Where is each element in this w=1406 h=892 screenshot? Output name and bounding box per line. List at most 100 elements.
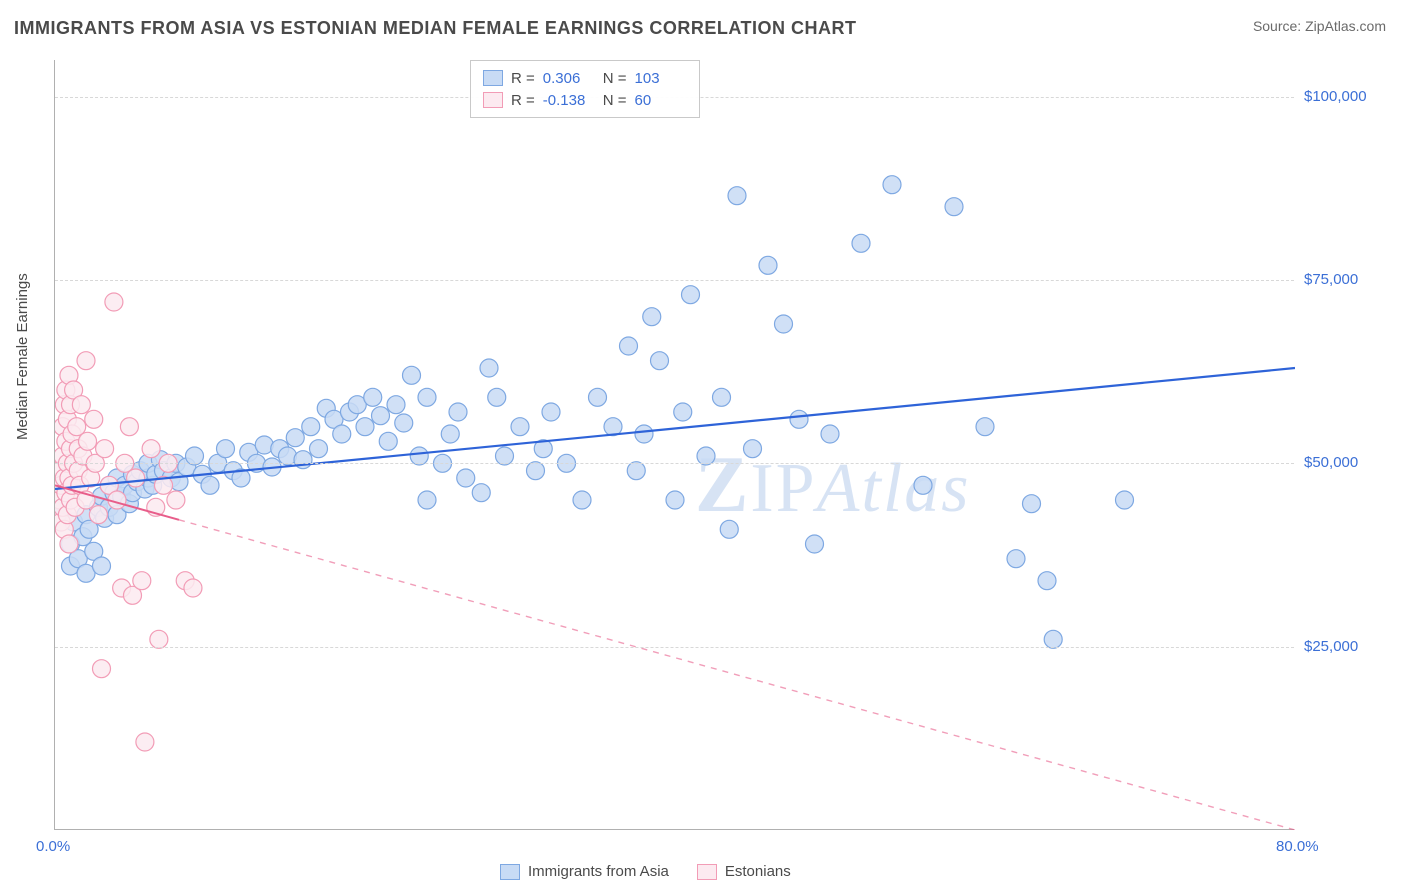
scatter-point — [945, 198, 963, 216]
y-axis-label: Median Female Earnings — [14, 273, 31, 440]
scatter-point — [142, 440, 160, 458]
scatter-point — [93, 660, 111, 678]
scatter-point — [759, 256, 777, 274]
y-tick-label: $75,000 — [1304, 271, 1358, 288]
legend-n-value: 60 — [635, 92, 687, 109]
scatter-point — [85, 410, 103, 428]
scatter-point — [713, 388, 731, 406]
y-tick-label: $50,000 — [1304, 454, 1358, 471]
scatter-point — [184, 579, 202, 597]
scatter-point — [697, 447, 715, 465]
legend-swatch — [483, 70, 503, 86]
scatter-point — [136, 733, 154, 751]
scatter-point — [201, 476, 219, 494]
trend-line-extrapolated — [179, 520, 1295, 830]
scatter-point — [511, 418, 529, 436]
scatter-point — [527, 462, 545, 480]
scatter-point — [651, 352, 669, 370]
scatter-point — [150, 630, 168, 648]
legend-swatch — [697, 864, 717, 880]
legend-r-value: 0.306 — [543, 70, 595, 87]
gridline-y — [55, 463, 1294, 464]
scatter-point — [96, 440, 114, 458]
correlation-legend: R = 0.306 N = 103 R = -0.138 N = 60 — [470, 60, 700, 118]
scatter-point — [217, 440, 235, 458]
scatter-point — [379, 432, 397, 450]
scatter-point — [418, 491, 436, 509]
scatter-point — [105, 293, 123, 311]
legend-swatch — [483, 92, 503, 108]
scatter-point — [89, 506, 107, 524]
scatter-point — [620, 337, 638, 355]
scatter-point — [744, 440, 762, 458]
x-tick-label: 0.0% — [36, 838, 70, 855]
legend-swatch — [500, 864, 520, 880]
scatter-point — [77, 352, 95, 370]
legend-r-label: R = — [511, 92, 535, 109]
x-tick-label: 80.0% — [1276, 838, 1319, 855]
legend-n-value: 103 — [635, 70, 687, 87]
scatter-point — [542, 403, 560, 421]
scatter-point — [356, 418, 374, 436]
scatter-point — [1023, 495, 1041, 513]
scatter-point — [457, 469, 475, 487]
scatter-point — [589, 388, 607, 406]
scatter-point — [852, 234, 870, 252]
scatter-point — [488, 388, 506, 406]
scatter-point — [480, 359, 498, 377]
series-legend: Immigrants from Asia Estonians — [500, 863, 791, 880]
legend-label: Immigrants from Asia — [528, 863, 669, 880]
legend-item: Immigrants from Asia — [500, 863, 669, 880]
scatter-point — [387, 396, 405, 414]
scatter-point — [418, 388, 436, 406]
plot-area: ZIPAtlas — [54, 60, 1294, 830]
scatter-point — [573, 491, 591, 509]
legend-stat-row: R = -0.138 N = 60 — [483, 89, 687, 111]
legend-item: Estonians — [697, 863, 791, 880]
chart-container: IMMIGRANTS FROM ASIA VS ESTONIAN MEDIAN … — [0, 0, 1406, 892]
scatter-point — [403, 366, 421, 384]
scatter-point — [1007, 550, 1025, 568]
legend-label: Estonians — [725, 863, 791, 880]
scatter-point — [976, 418, 994, 436]
scatter-point — [627, 462, 645, 480]
chart-title: IMMIGRANTS FROM ASIA VS ESTONIAN MEDIAN … — [14, 18, 857, 39]
trend-line — [55, 368, 1295, 489]
scatter-point — [790, 410, 808, 428]
scatter-point — [728, 187, 746, 205]
scatter-point — [333, 425, 351, 443]
legend-r-label: R = — [511, 70, 535, 87]
legend-n-label: N = — [603, 92, 627, 109]
scatter-point — [310, 440, 328, 458]
scatter-point — [821, 425, 839, 443]
scatter-point — [372, 407, 390, 425]
scatter-point — [410, 447, 428, 465]
scatter-point — [72, 396, 90, 414]
scatter-point — [806, 535, 824, 553]
y-tick-label: $25,000 — [1304, 638, 1358, 655]
scatter-point — [60, 535, 78, 553]
scatter-point — [1044, 630, 1062, 648]
scatter-point — [682, 286, 700, 304]
scatter-point — [395, 414, 413, 432]
scatter-point — [127, 469, 145, 487]
scatter-point — [167, 491, 185, 509]
source-attribution: Source: ZipAtlas.com — [1253, 18, 1386, 34]
scatter-point — [635, 425, 653, 443]
scatter-point — [775, 315, 793, 333]
scatter-point — [133, 572, 151, 590]
scatter-point — [643, 308, 661, 326]
source-label: Source: — [1253, 18, 1305, 34]
scatter-point — [286, 429, 304, 447]
scatter-point — [674, 403, 692, 421]
scatter-point — [720, 520, 738, 538]
scatter-point — [449, 403, 467, 421]
chart-svg — [55, 60, 1295, 830]
scatter-point — [883, 176, 901, 194]
source-value: ZipAtlas.com — [1305, 18, 1386, 34]
scatter-point — [1038, 572, 1056, 590]
legend-n-label: N = — [603, 70, 627, 87]
gridline-y — [55, 280, 1294, 281]
scatter-point — [93, 557, 111, 575]
scatter-point — [364, 388, 382, 406]
